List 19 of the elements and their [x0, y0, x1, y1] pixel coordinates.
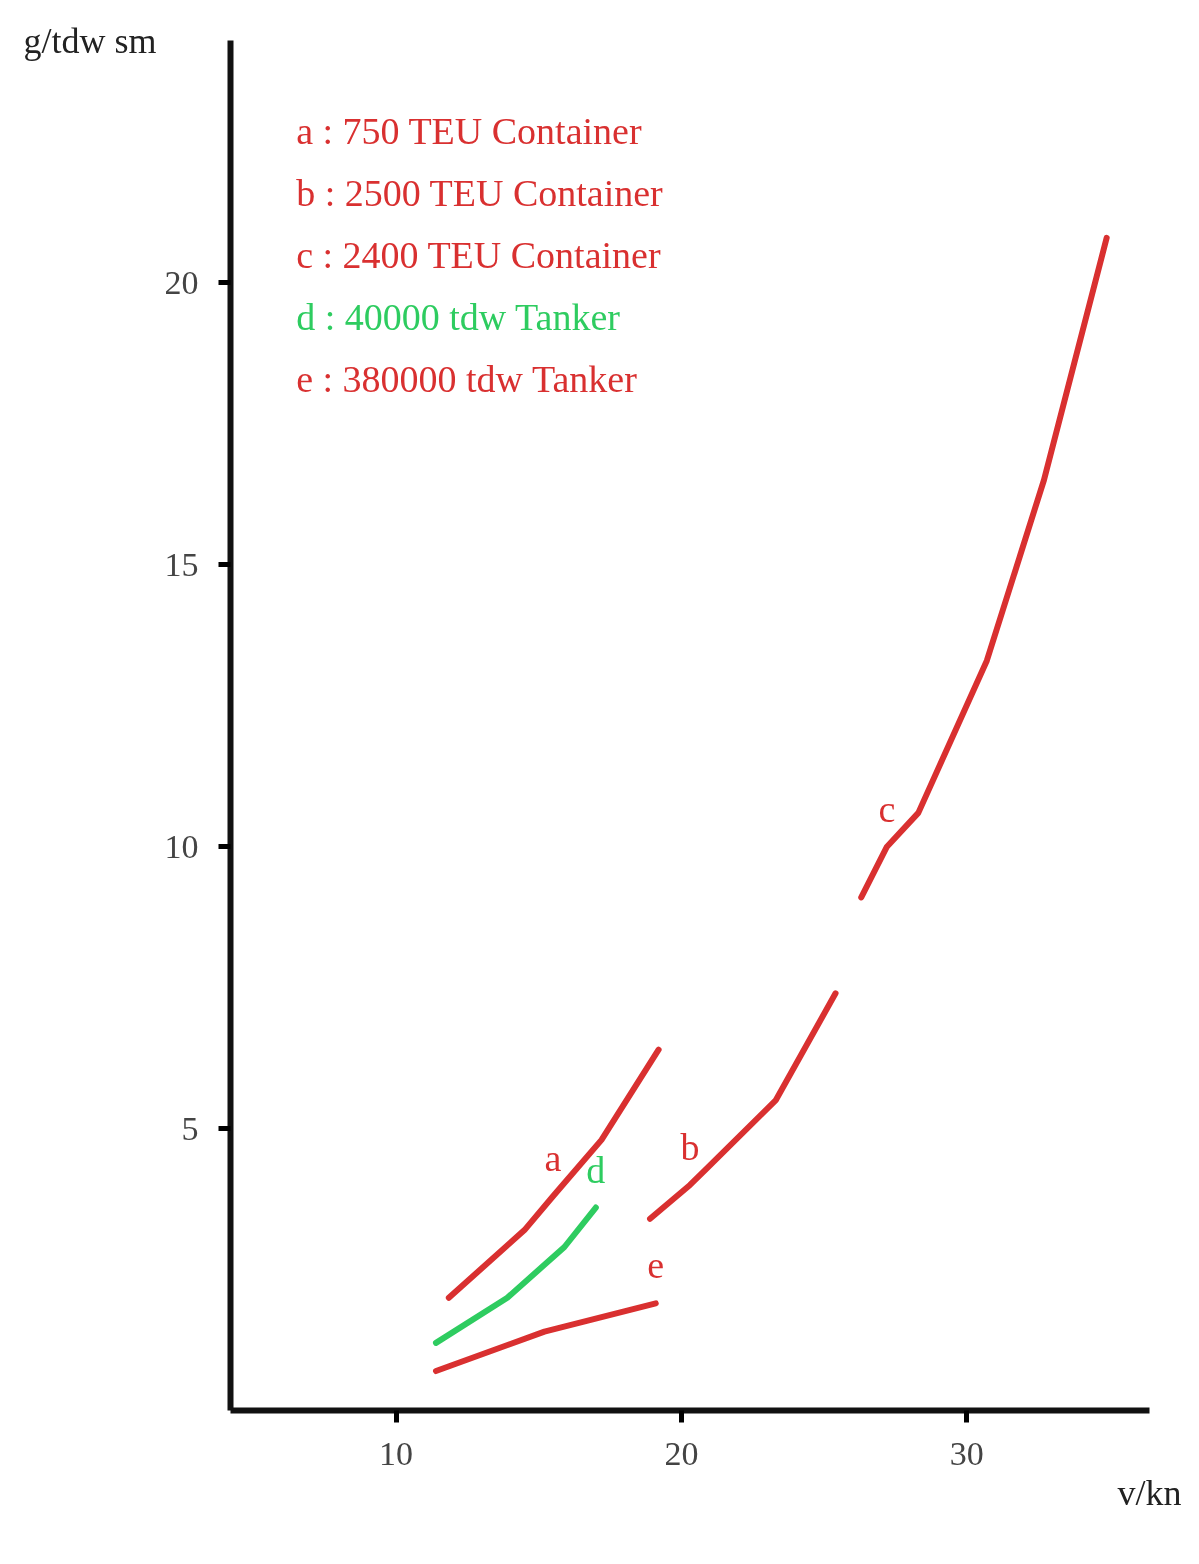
y-tick-label: 10: [164, 827, 199, 865]
annotation: e : 380000 tdw Tanker: [296, 357, 638, 400]
y-tick-label: 5: [181, 1109, 199, 1147]
y-tick-label: 15: [164, 545, 199, 583]
x-tick-label: 20: [664, 1434, 699, 1472]
annotation: b : 2500 TEU Container: [296, 171, 664, 214]
annotation: c: [878, 787, 896, 830]
annotation: c : 2400 TEU Container: [296, 233, 661, 276]
x-axis-title: v/kn: [1117, 1472, 1182, 1513]
annotation: b: [680, 1125, 700, 1168]
x-tick-label: 30: [949, 1434, 984, 1472]
y-axis-title: g/tdw sm: [23, 20, 157, 61]
annotation: d: [586, 1148, 606, 1191]
y-tick-label: 20: [164, 263, 199, 301]
annotation: a: [544, 1137, 562, 1180]
annotation: e: [647, 1243, 665, 1286]
annotation: d : 40000 tdw Tanker: [296, 295, 621, 338]
x-tick-label: 10: [379, 1434, 414, 1472]
annotation: a : 750 TEU Container: [296, 109, 642, 152]
